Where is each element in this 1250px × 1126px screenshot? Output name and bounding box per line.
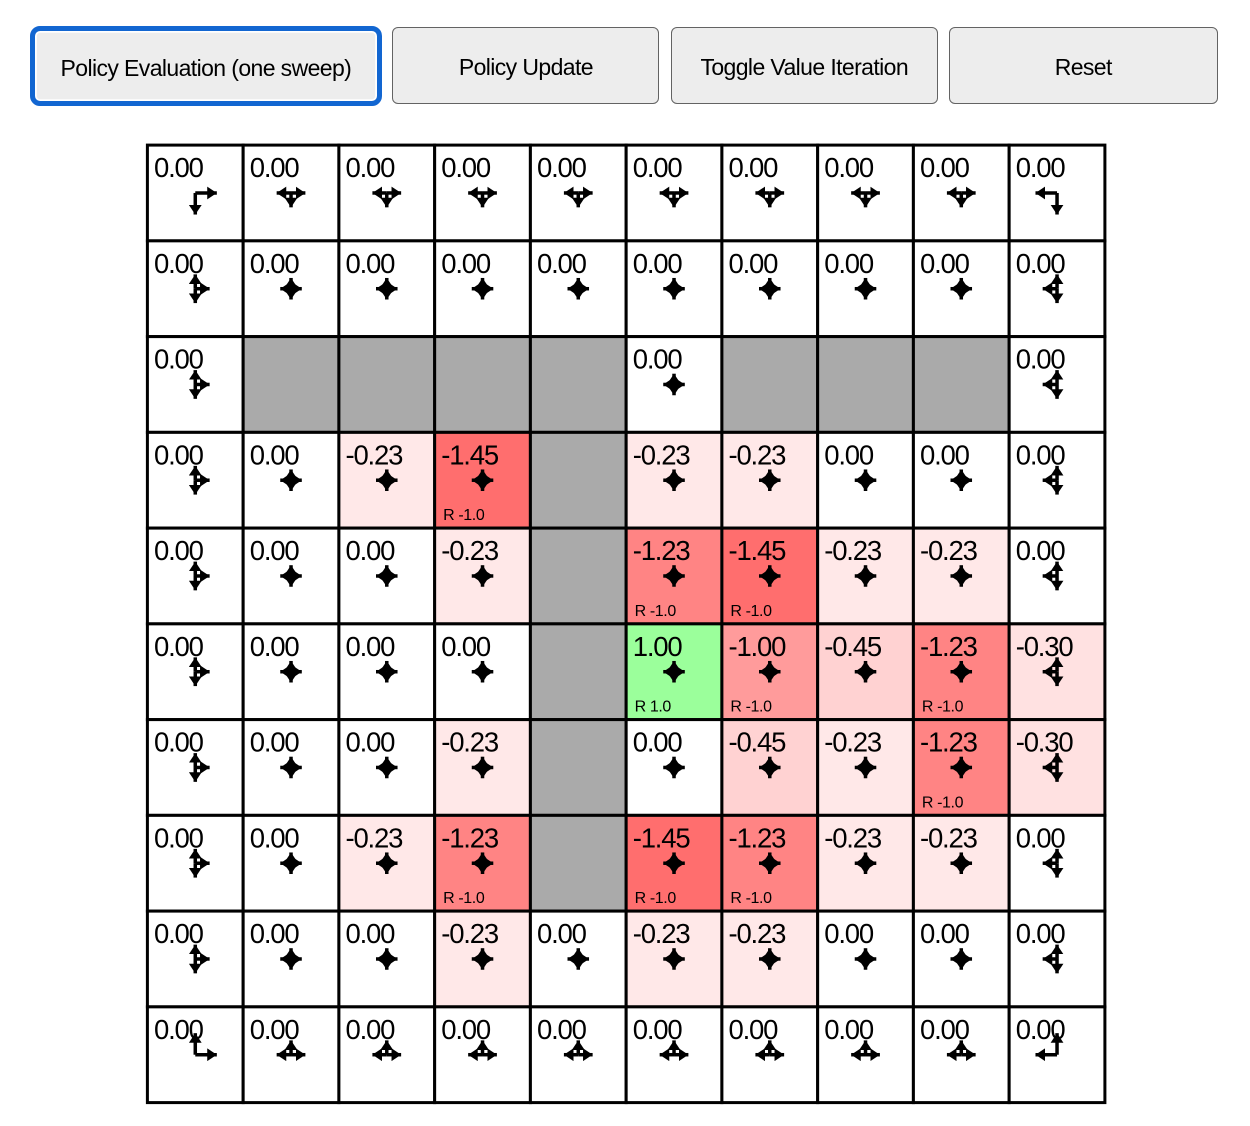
svg-text:0.00: 0.00 (154, 535, 204, 566)
svg-text:-0.23: -0.23 (346, 439, 404, 470)
svg-text:-0.30: -0.30 (1016, 631, 1074, 662)
svg-text:0.00: 0.00 (250, 727, 300, 758)
svg-text:0.00: 0.00 (633, 152, 683, 183)
svg-text:0.00: 0.00 (346, 631, 396, 662)
svg-text:0.00: 0.00 (920, 152, 970, 183)
svg-text:-0.45: -0.45 (824, 631, 882, 662)
svg-text:-1.23: -1.23 (920, 727, 978, 758)
svg-text:0.00: 0.00 (154, 344, 204, 375)
svg-text:-0.23: -0.23 (824, 535, 882, 566)
svg-text:0.00: 0.00 (1016, 344, 1066, 375)
svg-text:0.00: 0.00 (1016, 152, 1066, 183)
svg-text:0.00: 0.00 (537, 1014, 587, 1045)
svg-text:-0.23: -0.23 (441, 727, 499, 758)
svg-text:0.00: 0.00 (441, 1014, 491, 1045)
svg-text:0.00: 0.00 (633, 1014, 683, 1045)
svg-text:-0.23: -0.23 (633, 918, 691, 949)
svg-text:0.00: 0.00 (154, 727, 204, 758)
svg-text:-0.23: -0.23 (824, 727, 882, 758)
svg-text:0.00: 0.00 (250, 439, 300, 470)
svg-text:0.00: 0.00 (250, 248, 300, 279)
svg-text:0.00: 0.00 (537, 248, 587, 279)
svg-text:0.00: 0.00 (633, 248, 683, 279)
svg-text:0.00: 0.00 (250, 918, 300, 949)
svg-text:R -1.0: R -1.0 (635, 603, 677, 620)
svg-text:0.00: 0.00 (154, 439, 204, 470)
svg-text:0.00: 0.00 (729, 1014, 779, 1045)
svg-text:R -1.0: R -1.0 (922, 699, 964, 716)
svg-text:-0.23: -0.23 (633, 439, 691, 470)
svg-text:0.00: 0.00 (729, 248, 779, 279)
svg-text:-0.23: -0.23 (729, 918, 787, 949)
svg-text:0.00: 0.00 (441, 152, 491, 183)
svg-text:R -1.0: R -1.0 (922, 794, 964, 811)
svg-text:0.00: 0.00 (441, 631, 491, 662)
svg-text:0.00: 0.00 (250, 152, 300, 183)
svg-text:R -1.0: R -1.0 (730, 699, 772, 716)
svg-text:-0.30: -0.30 (1016, 727, 1074, 758)
svg-text:0.00: 0.00 (154, 631, 204, 662)
svg-text:0.00: 0.00 (154, 822, 204, 853)
svg-text:0.00: 0.00 (920, 248, 970, 279)
svg-text:0.00: 0.00 (250, 631, 300, 662)
svg-text:0.00: 0.00 (537, 918, 587, 949)
svg-text:-1.23: -1.23 (729, 822, 787, 853)
svg-text:0.00: 0.00 (633, 344, 683, 375)
svg-text:-0.23: -0.23 (441, 918, 499, 949)
svg-text:0.00: 0.00 (154, 918, 204, 949)
svg-text:R -1.0: R -1.0 (443, 507, 485, 524)
svg-text:-0.23: -0.23 (346, 822, 404, 853)
svg-text:0.00: 0.00 (729, 152, 779, 183)
svg-text:0.00: 0.00 (920, 1014, 970, 1045)
svg-text:0.00: 0.00 (346, 248, 396, 279)
svg-text:0.00: 0.00 (1016, 535, 1066, 566)
svg-text:0.00: 0.00 (154, 152, 204, 183)
svg-text:0.00: 0.00 (154, 248, 204, 279)
svg-text:0.00: 0.00 (824, 918, 874, 949)
svg-text:-0.23: -0.23 (441, 535, 499, 566)
svg-text:-1.45: -1.45 (441, 439, 499, 470)
svg-text:R 1.0: R 1.0 (635, 699, 672, 716)
svg-text:0.00: 0.00 (920, 918, 970, 949)
svg-text:-1.45: -1.45 (633, 822, 691, 853)
svg-text:0.00: 0.00 (250, 535, 300, 566)
svg-text:R -1.0: R -1.0 (730, 603, 772, 620)
svg-text:-1.23: -1.23 (441, 822, 499, 853)
svg-text:-1.23: -1.23 (633, 535, 691, 566)
svg-text:0.00: 0.00 (250, 822, 300, 853)
svg-text:0.00: 0.00 (824, 1014, 874, 1045)
svg-text:0.00: 0.00 (346, 152, 396, 183)
svg-text:R -1.0: R -1.0 (443, 890, 485, 907)
svg-text:0.00: 0.00 (346, 535, 396, 566)
svg-text:1.00: 1.00 (633, 631, 683, 662)
svg-text:0.00: 0.00 (346, 918, 396, 949)
svg-text:-0.23: -0.23 (920, 822, 978, 853)
svg-text:0.00: 0.00 (250, 1014, 300, 1045)
svg-text:0.00: 0.00 (1016, 822, 1066, 853)
svg-text:-0.45: -0.45 (729, 727, 787, 758)
svg-text:0.00: 0.00 (1016, 918, 1066, 949)
svg-text:0.00: 0.00 (1016, 248, 1066, 279)
svg-text:0.00: 0.00 (824, 439, 874, 470)
svg-text:0.00: 0.00 (537, 152, 587, 183)
svg-text:0.00: 0.00 (1016, 439, 1066, 470)
svg-text:R -1.0: R -1.0 (635, 890, 677, 907)
svg-text:-0.23: -0.23 (824, 822, 882, 853)
svg-text:0.00: 0.00 (346, 1014, 396, 1045)
svg-text:-1.23: -1.23 (920, 631, 978, 662)
svg-text:0.00: 0.00 (441, 248, 491, 279)
svg-text:0.00: 0.00 (824, 152, 874, 183)
svg-text:-1.45: -1.45 (729, 535, 787, 566)
svg-text:0.00: 0.00 (633, 727, 683, 758)
svg-text:R -1.0: R -1.0 (730, 890, 772, 907)
svg-text:-0.23: -0.23 (920, 535, 978, 566)
svg-text:0.00: 0.00 (920, 439, 970, 470)
svg-text:-1.00: -1.00 (729, 631, 787, 662)
svg-text:-0.23: -0.23 (729, 439, 787, 470)
svg-text:0.00: 0.00 (824, 248, 874, 279)
svg-text:0.00: 0.00 (346, 727, 396, 758)
